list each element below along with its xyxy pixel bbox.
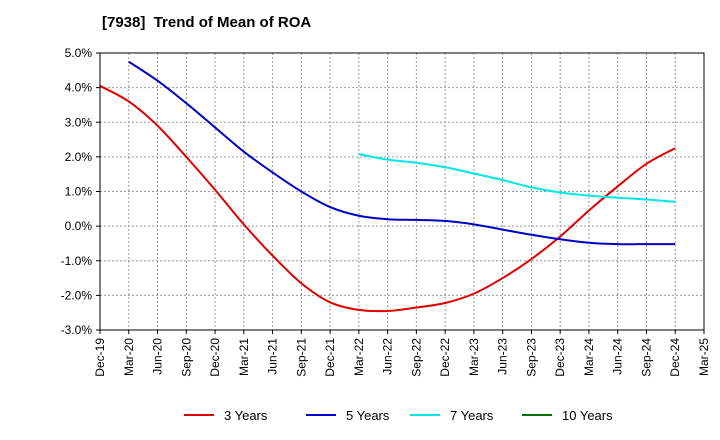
x-tick-label: Mar-24	[582, 338, 596, 376]
x-tick-label: Sep-24	[639, 338, 653, 377]
legend: 3 Years 5 Years 7 Years 10 Years	[0, 403, 720, 427]
legend-swatch	[306, 414, 336, 416]
x-tick-label: Jun-21	[266, 338, 280, 375]
x-tick-label: Sep-21	[294, 338, 308, 377]
x-tick-label: Mar-21	[237, 338, 251, 376]
x-tick-label: Mar-23	[467, 338, 481, 376]
x-tick-label: Dec-22	[438, 338, 452, 377]
y-tick-label: 0.0%	[65, 219, 93, 233]
legend-label: 5 Years	[346, 407, 390, 423]
series-line-3-years	[99, 85, 676, 313]
series-line-5-years	[128, 60, 676, 246]
y-tick-label: -2.0%	[61, 288, 93, 302]
legend-swatch	[522, 414, 552, 416]
x-tick-label: Dec-21	[323, 338, 337, 377]
legend-item-7-years: 7 Years	[410, 403, 493, 427]
x-tick-label: Mar-22	[352, 338, 366, 376]
x-tick-label: Sep-20	[179, 338, 193, 377]
x-tick-label: Mar-25	[697, 338, 711, 376]
legend-label: 10 Years	[562, 407, 613, 423]
y-tick-label: -1.0%	[61, 254, 93, 268]
y-tick-label: -3.0%	[61, 323, 93, 337]
legend-swatch	[410, 414, 440, 416]
legend-swatch	[184, 414, 214, 416]
x-tick-label: Dec-23	[553, 338, 567, 377]
x-tick-label: Sep-23	[524, 338, 538, 377]
x-tick-label: Dec-20	[208, 338, 222, 377]
y-axis: 5.0% 4.0% 3.0% 2.0% 1.0% 0.0% -1.0% -2.0% -3.0%	[61, 46, 100, 337]
x-tick-label: Jun-20	[151, 338, 165, 375]
x-tick-label: Dec-19	[93, 338, 107, 377]
y-tick-label: 2.0%	[65, 150, 93, 164]
series-lines	[99, 60, 676, 313]
y-tick-label: 5.0%	[65, 46, 93, 60]
legend-label: 3 Years	[224, 407, 268, 423]
legend-item-10-years: 10 Years	[522, 403, 613, 427]
x-tick-label: Jun-23	[496, 338, 510, 375]
y-tick-label: 1.0%	[65, 185, 93, 199]
legend-label: 7 Years	[450, 407, 494, 423]
x-tick-label: Jun-22	[381, 338, 395, 375]
legend-item-5-years: 5 Years	[306, 403, 389, 427]
x-tick-label: Mar-20	[122, 338, 136, 376]
series-line-7-years	[358, 153, 676, 203]
y-tick-label: 3.0%	[65, 115, 93, 129]
x-tick-label: Sep-22	[409, 338, 423, 377]
y-tick-label: 4.0%	[65, 81, 93, 95]
x-tick-label: Jun-24	[611, 338, 625, 375]
chart-title: [7938] Trend of Mean of ROA	[102, 14, 312, 31]
grid-lines	[99, 52, 705, 331]
x-axis: Dec-19 Mar-20 Jun-20 Sep-20 Dec-20 Mar-21 Jun-…	[93, 330, 711, 377]
plot-frame	[99, 52, 705, 331]
x-tick-label: Dec-24	[668, 338, 682, 377]
legend-item-3-years: 3 Years	[184, 403, 267, 427]
